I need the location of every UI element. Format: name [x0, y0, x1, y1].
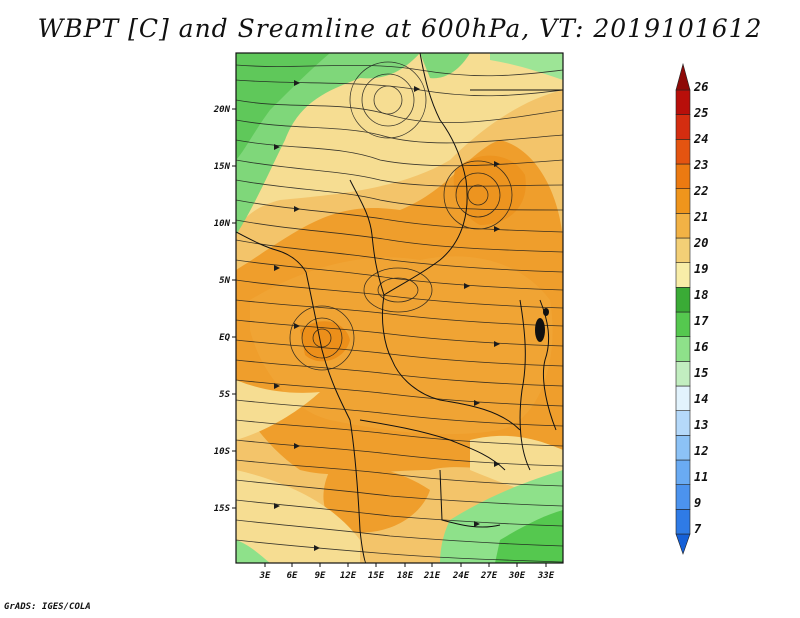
- lat-label-20n: 20N: [213, 105, 231, 115]
- lon-label-27e: 27E: [480, 571, 498, 581]
- cb-label-9: 9: [694, 496, 701, 510]
- lat-label-eq: EQ: [219, 333, 230, 343]
- cb-label-21: 21: [693, 210, 708, 224]
- lon-label-15e: 15E: [368, 571, 385, 581]
- map-panel: [236, 53, 563, 563]
- cb-label-11: 11: [694, 470, 708, 484]
- lat-label-10n: 10N: [214, 219, 231, 229]
- colorbar-segment: [675, 484, 691, 510]
- footer-credit: GrADS: IGES/COLA: [4, 602, 91, 612]
- cb-label-15: 15: [694, 366, 708, 380]
- colorbar-segment: [675, 89, 691, 115]
- colorbar-segment: [675, 410, 691, 436]
- colorbar-segment: [675, 287, 691, 313]
- colorbar-segment: [675, 188, 691, 214]
- colorbar-segment: [675, 385, 691, 411]
- cb-label-14: 14: [694, 392, 708, 406]
- cb-label-13: 13: [694, 418, 708, 432]
- lon-label-18e: 18E: [397, 571, 414, 581]
- cb-label-24: 24: [693, 132, 708, 146]
- colorbar-segment: [675, 163, 691, 189]
- colorbar-segment: [675, 114, 691, 140]
- map-frame: [235, 52, 564, 564]
- colorbar-arrow-high: [675, 62, 691, 91]
- cb-label-17: 17: [694, 314, 709, 328]
- colorbar-segment: [675, 237, 691, 263]
- lat-label-10s: 10S: [214, 447, 231, 457]
- lat-label-5s: 5S: [219, 390, 230, 400]
- colorbar-segment: [675, 139, 691, 165]
- longitude-axis: 3E 6E 9E 12E 15E 18E 21E 24E 27E 30E 33E: [259, 563, 555, 581]
- cb-label-20: 20: [693, 236, 708, 250]
- colorbar-segment: [675, 361, 691, 387]
- cb-label-7: 7: [694, 522, 702, 536]
- colorbar-segment: [675, 311, 691, 337]
- lat-label-15s: 15S: [214, 504, 231, 514]
- lon-label-30e: 30E: [508, 571, 526, 581]
- lon-label-24e: 24E: [452, 571, 470, 581]
- cb-label-25: 25: [693, 106, 708, 120]
- cb-label-22: 22: [693, 184, 708, 198]
- latitude-axis: 20N 15N 10N 5N EQ 5S 10S 15S: [213, 105, 236, 514]
- colorbar-arrow-low: [675, 533, 691, 555]
- lon-label-33e: 33E: [537, 571, 555, 581]
- lon-label-21e: 21E: [423, 571, 441, 581]
- colorbar-segment: [675, 435, 691, 461]
- lon-label-12e: 12E: [340, 571, 357, 581]
- cb-label-16: 16: [694, 340, 708, 354]
- colorbar-segment: [675, 262, 691, 288]
- colorbar-segment: [675, 509, 691, 535]
- colorbar-labels: 26 25 24 23 22 21 20 19 18 17 16 15 14 1…: [693, 80, 709, 536]
- colorbar-segment: [675, 213, 691, 239]
- cb-label-23: 23: [693, 158, 708, 172]
- lon-label-3e: 3E: [259, 571, 271, 581]
- lat-label-15n: 15N: [214, 162, 231, 172]
- map-title: WBPT [C] and Sreamline at 600hPa, VT: 20…: [37, 14, 763, 43]
- colorbar: [675, 62, 691, 555]
- cb-label-18: 18: [694, 288, 708, 302]
- cb-label-19: 19: [694, 262, 708, 276]
- cb-label-12: 12: [694, 444, 708, 458]
- colorbar-segment: [675, 336, 691, 362]
- lon-label-6e: 6E: [287, 571, 298, 581]
- lat-label-5n: 5N: [219, 276, 230, 286]
- lon-label-9e: 9E: [315, 571, 326, 581]
- colorbar-segment: [675, 459, 691, 485]
- cb-label-26: 26: [693, 80, 708, 94]
